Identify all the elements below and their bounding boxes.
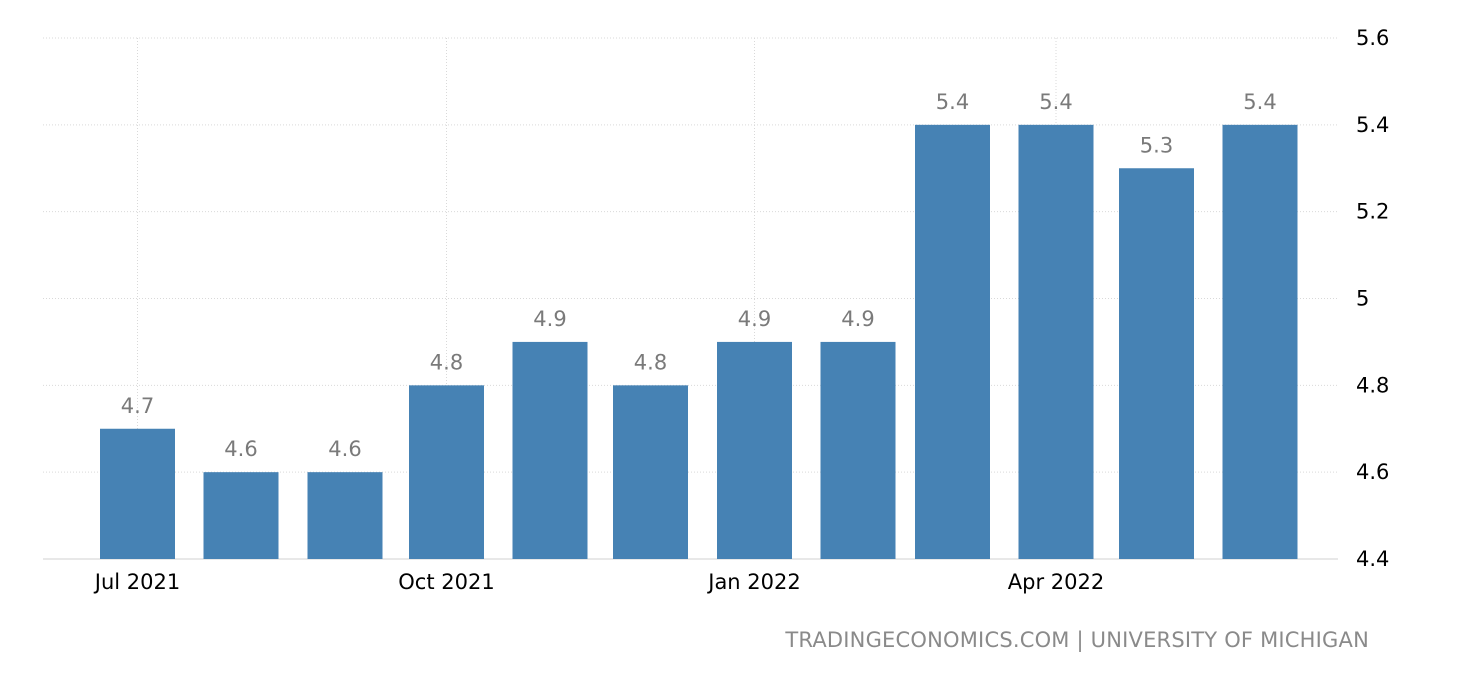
- bar: [915, 124, 990, 559]
- bar: [717, 341, 792, 559]
- x-tick-label: Apr 2022: [1008, 570, 1104, 594]
- data-labels: 4.7 4.6 4.6 4.8 4.9 4.8 4.9 4.9 5.4 5.4 5.3 5.4: [121, 90, 1277, 461]
- y-tick-label: 4.8: [1356, 373, 1389, 397]
- x-tick-label: Jul 2021: [93, 570, 180, 594]
- bars: [100, 124, 1298, 559]
- bar: [307, 472, 383, 559]
- bar: [1119, 168, 1194, 559]
- y-tick-label: 5: [1356, 287, 1369, 311]
- bar: [512, 341, 588, 559]
- data-label: 4.9: [841, 307, 874, 331]
- data-label: 5.4: [936, 90, 969, 114]
- bar: [100, 428, 175, 559]
- data-label: 4.8: [430, 350, 463, 374]
- data-label: 5.4: [1243, 90, 1276, 114]
- data-label: 4.8: [634, 350, 667, 374]
- y-tick-label: 4.4: [1356, 547, 1389, 571]
- data-label: 4.7: [121, 394, 154, 418]
- bar: [613, 385, 688, 559]
- data-label: 4.6: [328, 437, 361, 461]
- data-label: 5.3: [1140, 133, 1173, 157]
- bar: [409, 385, 484, 559]
- data-label: 5.4: [1039, 90, 1072, 114]
- data-label: 4.9: [533, 307, 566, 331]
- data-label: 4.6: [224, 437, 257, 461]
- y-tick-label: 5.6: [1356, 26, 1389, 50]
- y-tick-label: 5.2: [1356, 200, 1389, 224]
- bar: [820, 341, 896, 559]
- y-tick-label: 4.6: [1356, 460, 1389, 484]
- bar: [1018, 124, 1094, 559]
- x-axis: Jul 2021 Oct 2021 Jan 2022 Apr 2022: [93, 570, 1104, 594]
- data-label: 4.9: [738, 307, 771, 331]
- y-axis: 4.4 4.6 4.8 5 5.2 5.4 5.6: [1356, 26, 1389, 571]
- x-tick-label: Oct 2021: [398, 570, 494, 594]
- source-attribution: TRADINGECONOMICS.COM | UNIVERSITY OF MIC…: [785, 628, 1369, 652]
- bar: [203, 472, 279, 559]
- bar: [1222, 124, 1298, 559]
- y-tick-label: 5.4: [1356, 113, 1389, 137]
- x-tick-label: Jan 2022: [706, 570, 801, 594]
